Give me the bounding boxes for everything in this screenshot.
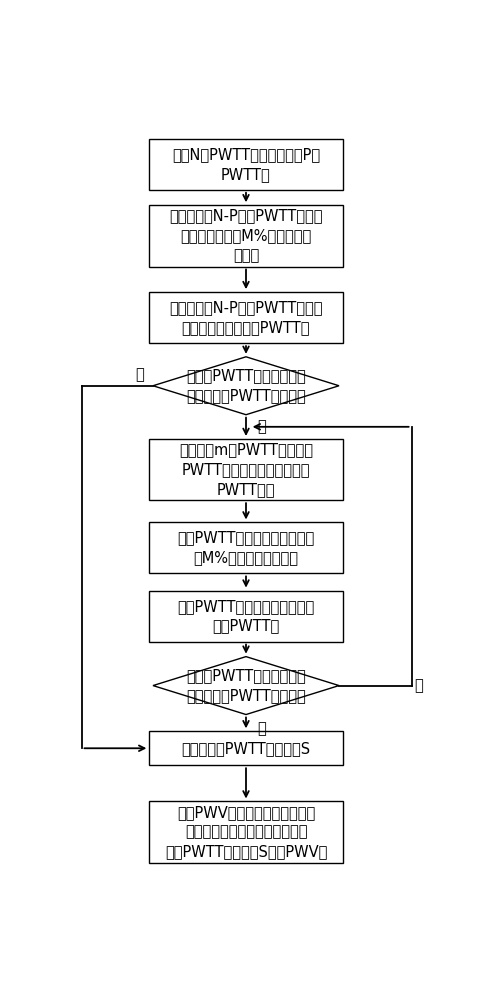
- Bar: [149, 292, 343, 343]
- Text: 计算PWV值：待测者的臂长与正
常人肩膚到心脏的平均距离的和
除以PWTT值的均值S作为PWV值: 计算PWV值：待测者的臂长与正 常人肩膚到心脏的平均距离的和 除以PWTT值的均…: [165, 805, 327, 859]
- Bar: [149, 731, 343, 765]
- Text: 采集N个PWTT值，丢弃前面P个
PWTT值: 采集N个PWTT值，丢弃前面P个 PWTT值: [172, 147, 320, 182]
- Text: 是: 是: [257, 721, 266, 736]
- Bar: [149, 522, 343, 573]
- Polygon shape: [153, 657, 339, 715]
- Polygon shape: [153, 357, 339, 415]
- Text: 否: 否: [257, 419, 266, 434]
- Text: 计算保留的PWTT值的均值S: 计算保留的PWTT值的均值S: [181, 741, 311, 756]
- Bar: [149, 439, 343, 500]
- Text: 丢弃PWTT值不在第二置信区间
内的PWTT值: 丢弃PWTT值不在第二置信区间 内的PWTT值: [178, 599, 314, 633]
- Text: 继续采集m个PWTT值，使得
PWTT总个数达到预设的最低
PWTT个数: 继续采集m个PWTT值，使得 PWTT总个数达到预设的最低 PWTT个数: [179, 442, 313, 497]
- Text: 丢弃剩余（N-P）个PWTT值中不
在第一置信区间内的PWTT值: 丢弃剩余（N-P）个PWTT值中不 在第一置信区间内的PWTT值: [169, 300, 323, 335]
- Text: 剩余的PWTT个数是否满足
预设的最住PWTT个数要求: 剩余的PWTT个数是否满足 预设的最住PWTT个数要求: [186, 668, 306, 703]
- Bar: [149, 801, 343, 863]
- Bar: [149, 205, 343, 267]
- Text: 计算PWTT值的均值，根据置信
度M%计算第二置信区间: 计算PWTT值的均值，根据置信 度M%计算第二置信区间: [178, 531, 314, 565]
- Bar: [149, 139, 343, 190]
- Bar: [149, 591, 343, 642]
- Text: 剩余的PWTT个数是否满足
预设的最住PWTT个数要求: 剩余的PWTT个数是否满足 预设的最住PWTT个数要求: [186, 368, 306, 403]
- Text: 计算剩余（N-P）个PWTT值的均
值，根据置信度M%计算第一置
信区间: 计算剩余（N-P）个PWTT值的均 值，根据置信度M%计算第一置 信区间: [169, 209, 323, 263]
- Text: 否: 否: [415, 678, 423, 693]
- Text: 是: 是: [135, 367, 144, 382]
